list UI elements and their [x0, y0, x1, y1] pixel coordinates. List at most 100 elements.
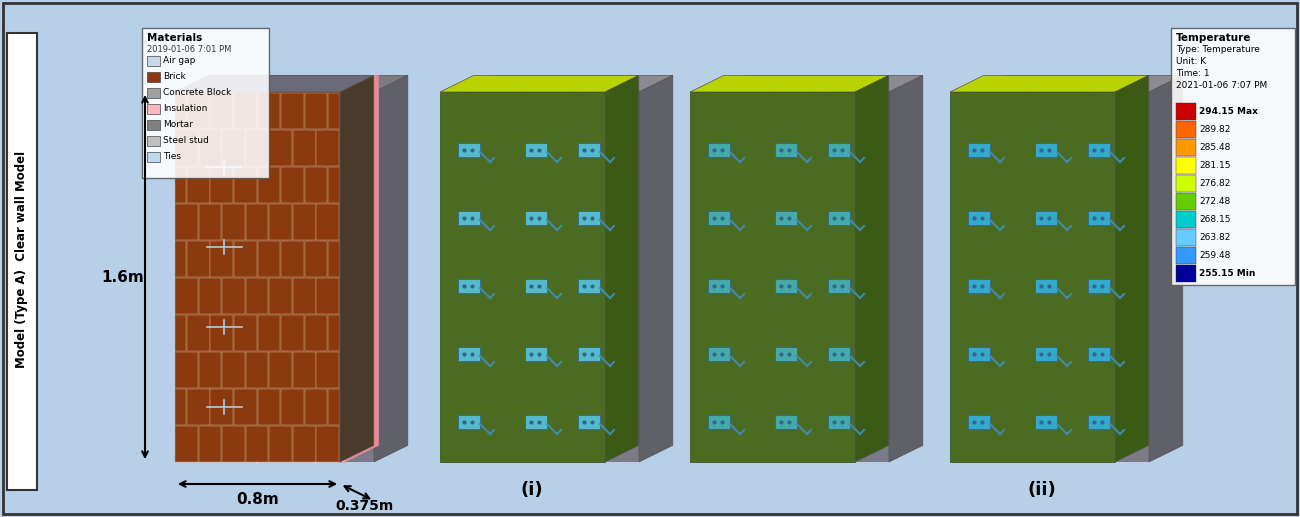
Bar [968, 143, 991, 157]
Polygon shape [972, 92, 1149, 462]
Bar [246, 130, 269, 166]
Bar [292, 130, 316, 166]
Bar [1088, 211, 1110, 225]
Bar [176, 130, 198, 166]
Bar [222, 130, 244, 166]
Bar [1176, 121, 1196, 138]
Bar [1176, 229, 1196, 246]
Bar [1088, 279, 1110, 293]
Bar [147, 88, 160, 98]
Bar [211, 389, 233, 425]
Bar [234, 167, 256, 203]
Text: Steel stud: Steel stud [162, 136, 209, 145]
Bar [147, 152, 160, 162]
Bar [968, 347, 991, 361]
Bar [828, 143, 850, 157]
Polygon shape [462, 92, 640, 462]
Polygon shape [374, 75, 408, 462]
Bar [525, 211, 547, 225]
Bar [1176, 193, 1196, 210]
Text: 255.15 Min: 255.15 Min [1199, 268, 1256, 278]
Polygon shape [1115, 75, 1149, 462]
Polygon shape [855, 75, 889, 462]
Polygon shape [338, 75, 378, 92]
Bar [328, 315, 341, 351]
Bar [525, 347, 547, 361]
Bar [187, 315, 209, 351]
Bar [1176, 247, 1196, 264]
Bar [176, 426, 198, 462]
Text: Brick: Brick [162, 72, 186, 81]
Polygon shape [690, 75, 889, 92]
Bar [222, 278, 244, 314]
Polygon shape [889, 75, 923, 462]
Bar [1176, 139, 1196, 156]
FancyBboxPatch shape [6, 33, 36, 490]
Bar [775, 143, 797, 157]
Bar [269, 130, 292, 166]
Bar [176, 204, 198, 240]
Bar [176, 241, 186, 277]
Polygon shape [439, 75, 638, 92]
Bar [281, 389, 304, 425]
Bar [147, 120, 160, 130]
Bar [211, 93, 233, 129]
Text: 1.6m: 1.6m [101, 269, 144, 284]
Bar [525, 279, 547, 293]
Bar [176, 352, 198, 388]
Bar [234, 241, 256, 277]
Text: Model (Type A)  Clear wall Model: Model (Type A) Clear wall Model [16, 150, 29, 368]
Bar [316, 426, 339, 462]
Bar [1035, 143, 1057, 157]
Text: Time: 1: Time: 1 [1176, 69, 1209, 78]
Bar [525, 415, 547, 429]
Bar [257, 167, 281, 203]
Text: 294.15 Max: 294.15 Max [1199, 107, 1258, 115]
Text: Air gap: Air gap [162, 56, 195, 65]
Bar [281, 93, 304, 129]
Text: 259.48: 259.48 [1199, 251, 1230, 260]
Bar [968, 415, 991, 429]
Bar [304, 167, 328, 203]
Text: (ii): (ii) [1027, 481, 1057, 499]
Bar [304, 389, 328, 425]
Bar [176, 167, 186, 203]
Text: 0.8m: 0.8m [237, 493, 280, 508]
Polygon shape [176, 92, 341, 462]
Bar [257, 241, 281, 277]
Bar [458, 211, 480, 225]
Text: 263.82: 263.82 [1199, 233, 1230, 241]
Bar [246, 204, 269, 240]
Text: Type: Temperature: Type: Temperature [1176, 45, 1260, 54]
Bar [1035, 347, 1057, 361]
FancyBboxPatch shape [142, 28, 269, 178]
Bar [458, 347, 480, 361]
Polygon shape [640, 75, 673, 462]
Bar [316, 278, 339, 314]
Bar [1176, 175, 1196, 192]
Bar [222, 352, 244, 388]
Bar [1088, 347, 1110, 361]
Bar [968, 279, 991, 293]
Bar [187, 241, 209, 277]
Bar [708, 211, 731, 225]
Bar [458, 279, 480, 293]
Bar [708, 279, 731, 293]
Text: Ties: Ties [162, 152, 181, 161]
Text: Mortar: Mortar [162, 120, 192, 129]
Bar [1035, 415, 1057, 429]
Bar [775, 415, 797, 429]
Bar [578, 211, 601, 225]
Text: Concrete Block: Concrete Block [162, 88, 231, 97]
Bar [775, 279, 797, 293]
Text: (i): (i) [521, 481, 543, 499]
Bar [176, 389, 186, 425]
Bar [1035, 211, 1057, 225]
Text: 285.48: 285.48 [1199, 143, 1230, 151]
Polygon shape [1149, 75, 1183, 462]
Bar [828, 211, 850, 225]
Polygon shape [344, 75, 378, 462]
Bar [269, 352, 292, 388]
Text: Materials: Materials [147, 33, 203, 43]
Bar [828, 415, 850, 429]
